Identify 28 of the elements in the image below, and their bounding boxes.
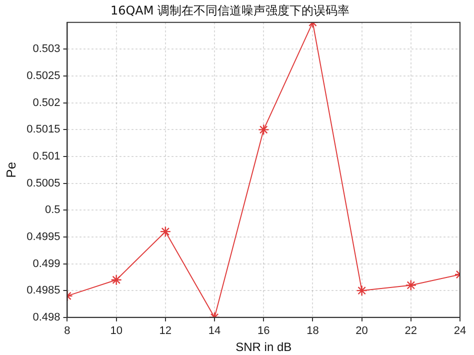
y-tick-label: 0.5025: [26, 70, 60, 82]
y-tick-label: 0.4995: [26, 230, 60, 243]
x-tick-label: 10: [110, 325, 122, 338]
point: [258, 124, 270, 136]
y-tick-label: 0.502: [32, 96, 60, 109]
point: [110, 274, 122, 286]
y-tick-label: 0.498: [32, 311, 60, 324]
y-tick-label: 0.5015: [26, 124, 60, 136]
y-tick-label: 0.5005: [26, 177, 60, 190]
x-tick-label: 8: [64, 325, 70, 338]
x-tick-label: 20: [356, 325, 368, 338]
y-tick-label: 0.499: [32, 258, 60, 270]
point: [405, 280, 417, 291]
x-axis-title: SNR in dB: [236, 340, 292, 354]
x-tick-label: 24: [454, 325, 466, 338]
y-tick-label: 0.501: [32, 150, 60, 163]
y-tick-label: 0.503: [32, 43, 60, 56]
x-tick-label: 12: [159, 325, 172, 338]
y-tick-label: 0.4985: [26, 284, 60, 297]
x-tick-label: 18: [306, 325, 319, 338]
x-tick-label: 22: [404, 325, 418, 338]
y-tick-label: 0.5: [44, 204, 60, 216]
y-axis-title: Pe: [3, 162, 18, 178]
chart-title: 16QAM 调制在不同信道噪声强度下的误码率: [110, 3, 350, 18]
x-tick-label: 14: [208, 325, 221, 338]
point: [356, 284, 368, 296]
x-tick-label: 16: [257, 325, 270, 338]
point: [160, 226, 172, 238]
